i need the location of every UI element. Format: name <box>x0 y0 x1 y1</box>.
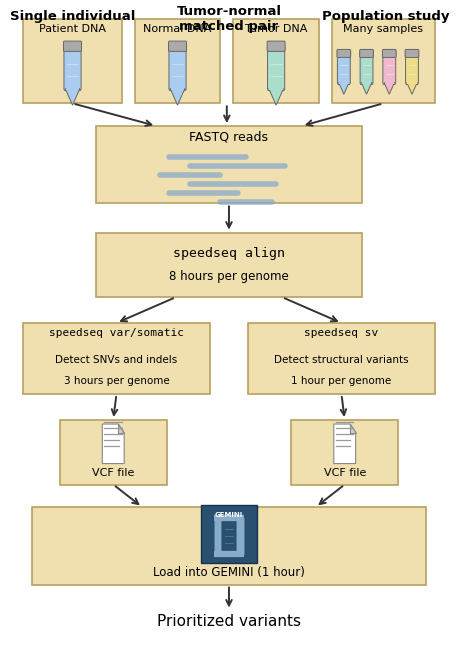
Bar <box>96 126 362 203</box>
FancyBboxPatch shape <box>169 46 186 90</box>
Text: GEMINI: GEMINI <box>215 512 243 517</box>
Text: Normal DNA: Normal DNA <box>143 24 212 34</box>
Polygon shape <box>334 424 356 464</box>
Text: Tumor DNA: Tumor DNA <box>245 24 308 34</box>
Bar <box>332 19 435 103</box>
Text: Prioritized variants: Prioritized variants <box>157 614 301 629</box>
Polygon shape <box>339 83 349 94</box>
Bar <box>60 420 167 484</box>
FancyBboxPatch shape <box>63 41 82 52</box>
FancyBboxPatch shape <box>268 46 285 90</box>
Bar <box>233 19 319 103</box>
Text: Tumor-normal
matched pair: Tumor-normal matched pair <box>176 5 281 33</box>
FancyBboxPatch shape <box>337 50 351 57</box>
Polygon shape <box>361 83 372 94</box>
FancyBboxPatch shape <box>405 50 419 57</box>
Text: 8 hours per genome: 8 hours per genome <box>169 270 289 283</box>
Bar <box>23 323 210 394</box>
Polygon shape <box>170 89 185 105</box>
Text: speedseq sv: speedseq sv <box>304 328 379 337</box>
Bar <box>214 518 222 554</box>
Text: speedseq var/somatic: speedseq var/somatic <box>49 328 184 337</box>
Bar <box>291 420 398 484</box>
Polygon shape <box>350 424 356 433</box>
Polygon shape <box>269 89 283 105</box>
Bar <box>134 19 220 103</box>
Bar <box>362 80 371 84</box>
Text: VCF file: VCF file <box>92 468 134 478</box>
Text: Load into GEMINI (1 hour): Load into GEMINI (1 hour) <box>153 567 305 579</box>
Text: Detect structural variants: Detect structural variants <box>274 355 409 365</box>
FancyBboxPatch shape <box>406 52 419 85</box>
Bar <box>23 19 122 103</box>
FancyBboxPatch shape <box>267 41 285 52</box>
FancyBboxPatch shape <box>168 41 186 52</box>
Polygon shape <box>65 89 80 105</box>
Text: Population study: Population study <box>322 10 449 23</box>
Bar <box>236 518 244 554</box>
FancyBboxPatch shape <box>337 52 350 85</box>
Text: FASTQ reads: FASTQ reads <box>190 130 269 143</box>
Bar <box>32 507 426 585</box>
FancyBboxPatch shape <box>383 52 396 85</box>
FancyBboxPatch shape <box>360 52 373 85</box>
Text: Single individual: Single individual <box>10 10 135 23</box>
Text: speedseq align: speedseq align <box>173 247 285 260</box>
Polygon shape <box>118 424 124 433</box>
Bar <box>385 80 394 84</box>
Text: Patient DNA: Patient DNA <box>39 24 106 34</box>
Bar <box>66 86 79 90</box>
Bar <box>407 80 417 84</box>
Polygon shape <box>384 83 394 94</box>
Polygon shape <box>407 83 417 94</box>
Bar <box>201 505 257 563</box>
Text: 1 hour per genome: 1 hour per genome <box>291 376 392 386</box>
Bar <box>96 233 362 297</box>
Bar <box>339 80 348 84</box>
Polygon shape <box>102 424 124 464</box>
Text: Detect SNVs and indels: Detect SNVs and indels <box>56 355 178 365</box>
Text: 3 hours per genome: 3 hours per genome <box>64 376 169 386</box>
Text: Many samples: Many samples <box>343 24 423 34</box>
Text: VCF file: VCF file <box>324 468 366 478</box>
Bar <box>171 86 185 90</box>
FancyBboxPatch shape <box>382 50 396 57</box>
Bar <box>269 86 283 90</box>
Bar <box>248 323 435 394</box>
FancyBboxPatch shape <box>360 50 374 57</box>
FancyBboxPatch shape <box>64 46 81 90</box>
